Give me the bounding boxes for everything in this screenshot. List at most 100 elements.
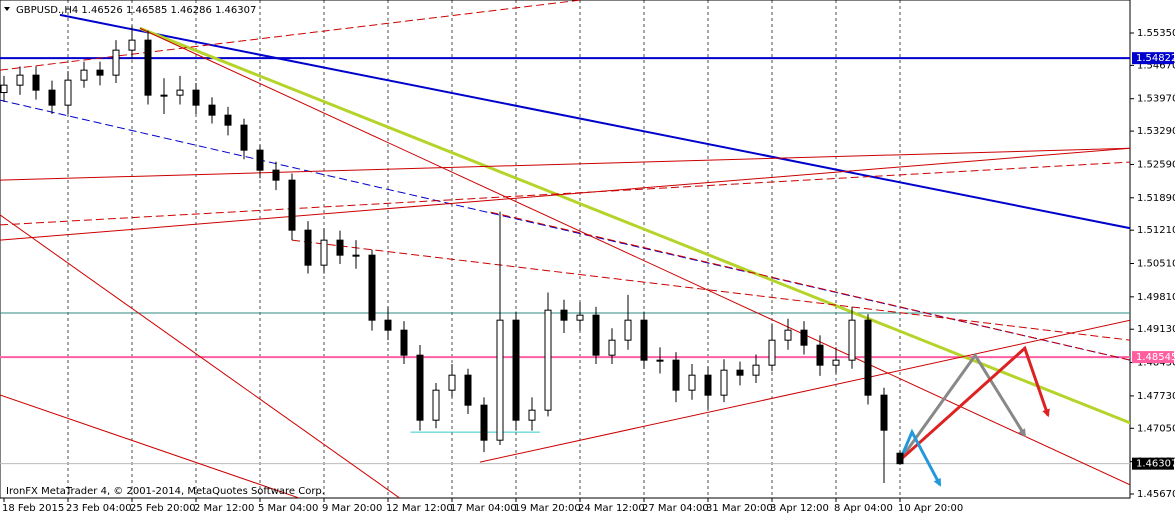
candle-body bbox=[480, 404, 488, 441]
x-tick-label: 10 Apr 20:00 bbox=[898, 503, 963, 514]
y-tick-label: 1.47050 bbox=[1137, 423, 1175, 434]
trend-line bbox=[0, 147, 1130, 181]
price-label: 1.48545 bbox=[1136, 352, 1175, 363]
candle-body bbox=[80, 69, 88, 81]
y-tick-label: 1.49810 bbox=[1137, 292, 1175, 303]
candle-body bbox=[592, 314, 600, 356]
candle-body bbox=[128, 39, 136, 51]
x-tick-label: 5 Mar 04:00 bbox=[258, 503, 318, 514]
trend-line bbox=[479, 319, 1130, 463]
trend-line bbox=[59, 13, 1130, 230]
candle-body bbox=[496, 319, 504, 441]
price-label: 1.46307 bbox=[1136, 459, 1175, 470]
candle-body bbox=[848, 319, 856, 361]
x-tick-label: 9 Mar 20:00 bbox=[322, 503, 382, 514]
y-tick-label: 1.50510 bbox=[1137, 259, 1175, 270]
candle-body bbox=[688, 374, 696, 391]
x-tick-label: 17 Mar 04:00 bbox=[450, 503, 517, 514]
arrow bbox=[898, 428, 942, 487]
plot-area bbox=[0, 0, 1131, 499]
candle-body bbox=[112, 49, 120, 76]
candle-body bbox=[96, 69, 104, 76]
x-tick-label: 23 Feb 04:00 bbox=[66, 503, 132, 514]
trend-line bbox=[0, 394, 301, 498]
y-tick-label: 1.51890 bbox=[1137, 193, 1175, 204]
candle-body bbox=[832, 359, 840, 366]
trend-line bbox=[0, 147, 1130, 241]
footer: IronFX MetaTrader 4, © 2001-2014, MetaQu… bbox=[6, 486, 325, 497]
candle-body bbox=[544, 309, 552, 411]
candle-body bbox=[528, 409, 536, 421]
candle-body bbox=[368, 254, 376, 321]
candle-body bbox=[736, 369, 744, 376]
candle-body bbox=[336, 239, 344, 256]
candle-body bbox=[240, 124, 248, 151]
price-label-box bbox=[1132, 351, 1174, 364]
candle-body bbox=[160, 94, 168, 97]
x-tick-label: 25 Feb 20:00 bbox=[130, 503, 196, 514]
candle-body bbox=[304, 229, 312, 266]
axis: 1.55350 1.54670 1.53970 1.53290 1.52590 1.518… bbox=[2, 28, 1175, 514]
trend-line bbox=[490, 211, 1130, 361]
candle-body bbox=[224, 114, 232, 126]
trend-line bbox=[0, 214, 401, 498]
candle-body bbox=[448, 374, 456, 391]
y-tick-label: 1.53970 bbox=[1137, 94, 1175, 105]
x-tick-label: 27 Mar 04:00 bbox=[642, 503, 709, 514]
x-tick-label: 18 Feb 2015 bbox=[2, 503, 64, 514]
candle-body bbox=[208, 104, 216, 116]
candle-body bbox=[384, 319, 392, 331]
candle-body bbox=[176, 89, 184, 96]
candle-body bbox=[416, 354, 424, 421]
trend-line bbox=[139, 26, 1130, 425]
candle-body bbox=[608, 339, 616, 356]
y-tick-label: 1.52590 bbox=[1137, 159, 1175, 170]
chart-title: GBPUSD.,H4 1.46526 1.46585 1.46286 1.463… bbox=[16, 5, 256, 16]
candle-body bbox=[144, 39, 152, 96]
trend-line bbox=[291, 239, 1130, 341]
candle-body bbox=[672, 359, 680, 391]
y-tick-label: 1.45670 bbox=[1137, 489, 1175, 500]
y-tick-label: 1.51210 bbox=[1137, 225, 1175, 236]
candle-body bbox=[432, 389, 440, 421]
y-tick-label: 1.47730 bbox=[1137, 391, 1175, 402]
trend-line bbox=[0, 0, 581, 71]
candle-body bbox=[784, 329, 792, 341]
y-tick-label: 1.53290 bbox=[1137, 126, 1175, 137]
candle-body bbox=[752, 364, 760, 376]
candle-body bbox=[400, 329, 408, 356]
y-tick-label: 1.55350 bbox=[1137, 28, 1175, 39]
candle-body bbox=[816, 344, 824, 366]
menu-arrow[interactable] bbox=[4, 7, 10, 11]
x-tick-label: 24 Mar 12:00 bbox=[578, 503, 645, 514]
candle-body bbox=[48, 89, 56, 106]
candle-body bbox=[656, 359, 664, 362]
candle-body bbox=[272, 169, 280, 181]
candle-body bbox=[800, 329, 808, 346]
candles bbox=[0, 25, 904, 484]
candle-body bbox=[560, 309, 568, 321]
candle-body bbox=[64, 79, 72, 106]
trend-line bbox=[139, 27, 1130, 486]
candle-body bbox=[576, 314, 584, 321]
candle-body bbox=[640, 319, 648, 361]
x-tick-label: 8 Apr 04:00 bbox=[834, 503, 893, 514]
candle-body bbox=[288, 179, 296, 231]
candle-body bbox=[704, 374, 712, 396]
candle-body bbox=[32, 74, 40, 91]
candle-body bbox=[16, 74, 24, 86]
candle-body bbox=[464, 374, 472, 406]
candle-body bbox=[320, 239, 328, 266]
candle-body bbox=[864, 319, 872, 396]
x-tick-label: 2 Mar 12:00 bbox=[194, 503, 254, 514]
candle-body bbox=[256, 149, 264, 171]
candle-body bbox=[720, 369, 728, 396]
price-label: 1.54822 bbox=[1136, 53, 1175, 64]
arrow bbox=[898, 345, 1050, 462]
x-tick-label: 12 Mar 12:00 bbox=[386, 503, 453, 514]
candle-body bbox=[352, 254, 360, 257]
candle-body bbox=[512, 319, 520, 421]
x-tick-label: 31 Mar 20:00 bbox=[706, 503, 773, 514]
price-label-box bbox=[1132, 52, 1174, 65]
